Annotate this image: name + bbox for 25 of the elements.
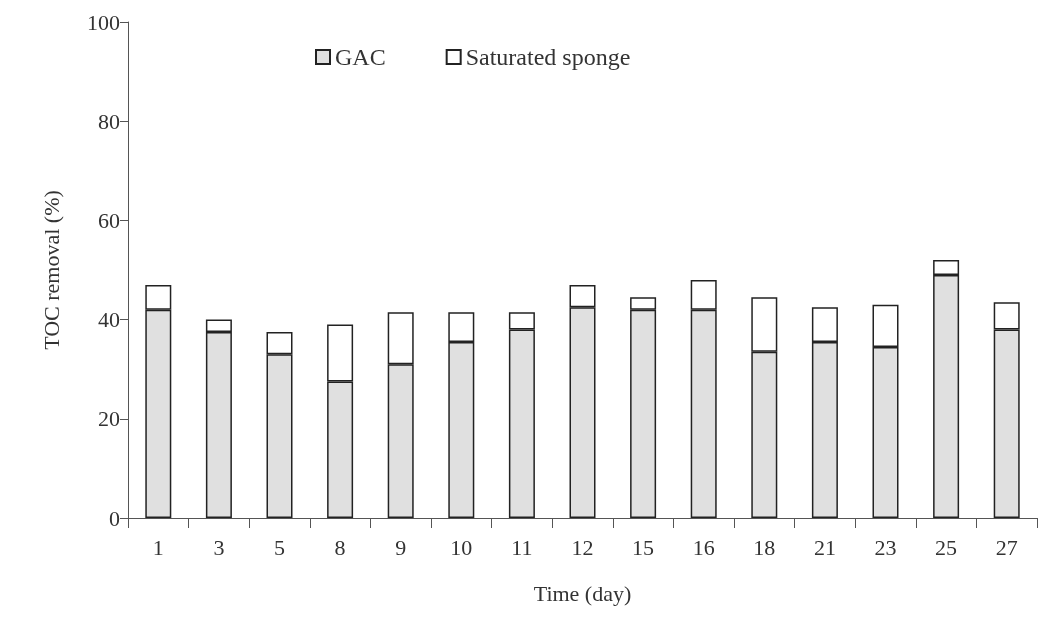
x-tick-label: 10: [450, 534, 473, 560]
x-tick-label: 1: [152, 534, 164, 560]
y-tick-label: 20: [98, 406, 120, 432]
x-tick-label: 3: [213, 534, 225, 560]
legend-label: Saturated sponge: [465, 44, 631, 70]
x-tick-label: 18: [753, 534, 776, 560]
y-tick-label: 100: [87, 9, 120, 35]
x-tick-label: 12: [571, 534, 594, 560]
y-tick-label: 60: [98, 207, 120, 233]
x-tick-label: 27: [995, 534, 1018, 560]
y-tick-label: 0: [109, 505, 120, 531]
x-tick-label: 15: [632, 534, 655, 560]
x-tick-label: 9: [395, 534, 407, 560]
legend-label: GAC: [335, 44, 386, 70]
x-tick-label: 23: [874, 534, 897, 560]
y-tick-label: 40: [98, 307, 120, 333]
x-tick-label: 25: [935, 534, 958, 560]
y-axis-title: TOC removal (%): [38, 190, 64, 350]
x-tick-label: 21: [813, 534, 836, 560]
x-tick-label: 5: [274, 534, 285, 560]
x-tick-label: 11: [511, 534, 533, 560]
x-tick-label: 16: [692, 534, 715, 560]
x-tick-label: 8: [334, 534, 346, 560]
x-axis-title: Time (day): [533, 580, 632, 606]
y-tick-label: 80: [98, 108, 120, 134]
